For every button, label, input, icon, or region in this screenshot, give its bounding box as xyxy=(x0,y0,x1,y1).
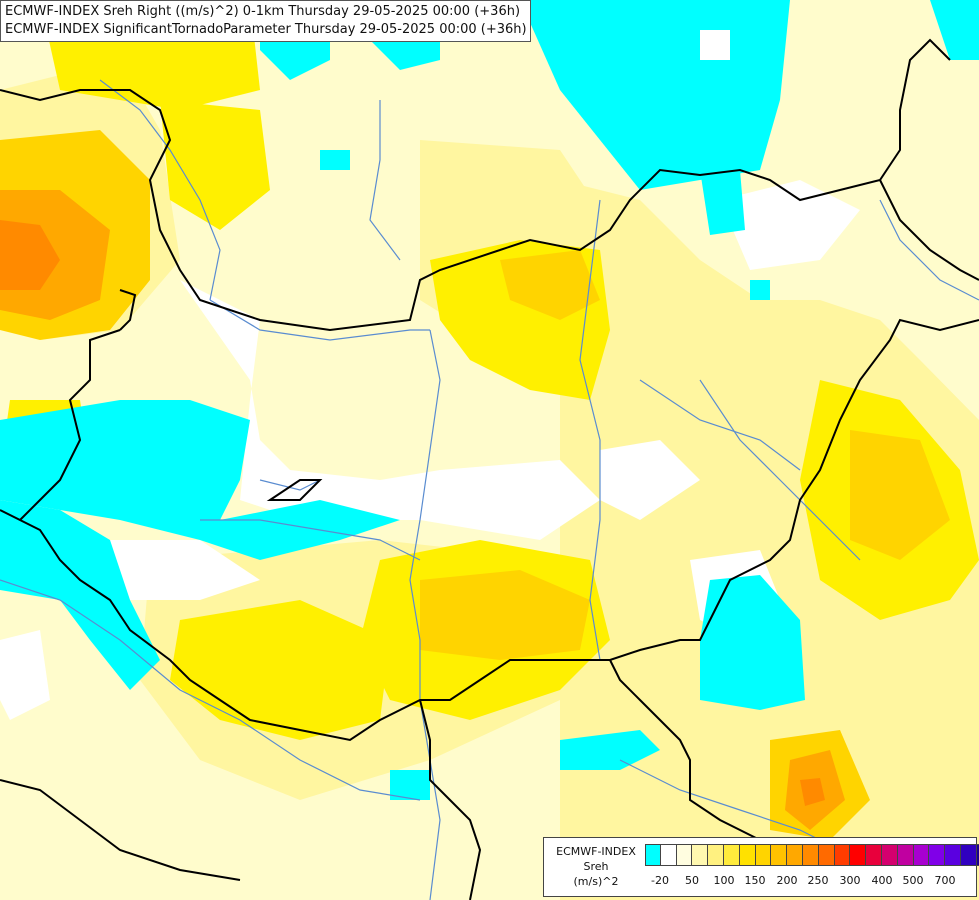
colorbar-swatch xyxy=(818,844,835,866)
colorbar-tick-label: -20 xyxy=(651,874,669,887)
legend-labels: ECMWF-INDEX Sreh (m/s)^2 xyxy=(548,844,644,889)
legend-variable: Sreh xyxy=(583,860,609,873)
legend-unit: (m/s)^2 xyxy=(573,875,619,888)
colorbar-swatch xyxy=(692,844,709,866)
colorbar-swatch xyxy=(834,844,851,866)
colorbar-tick-label: 100 xyxy=(713,874,735,887)
colorbar-legend: ECMWF-INDEX Sreh (m/s)^2 -20 50 100 150 200 2… xyxy=(543,837,979,897)
colorbar-swatch xyxy=(802,844,819,866)
colorbar-swatch xyxy=(976,844,979,866)
colorbar-swatch xyxy=(913,844,930,866)
colorbar-swatch xyxy=(787,844,803,866)
title-line-2: ECMWF-INDEX SignificantTornadoParameter … xyxy=(5,22,527,37)
deep-orange-fields xyxy=(0,220,825,806)
colorbar-swatch xyxy=(755,844,772,866)
colorbar-swatch xyxy=(723,844,740,866)
colorbar-tick-label: 200 xyxy=(776,874,798,887)
colorbar-swatch xyxy=(945,844,961,866)
colorbar-swatch xyxy=(739,844,756,866)
legend-source: ECMWF-INDEX xyxy=(556,845,636,858)
colorbar-swatch xyxy=(881,844,898,866)
colorbar-swatch xyxy=(897,844,914,866)
colorbar-swatch xyxy=(850,844,867,866)
country-borders xyxy=(0,38,979,900)
colorbar-tick-label: 150 xyxy=(744,874,766,887)
cyan-fields xyxy=(0,0,979,800)
colorbar-tick-label: 50 xyxy=(685,874,699,887)
colorbar-swatch xyxy=(676,844,693,866)
map-title-box: ECMWF-INDEX Sreh Right ((m/s)^2) 0-1km T… xyxy=(0,0,531,42)
colorbar-tick-label: 700 xyxy=(934,874,956,887)
colorbar-swatch xyxy=(771,844,788,866)
colorbar-swatches xyxy=(645,844,979,866)
colorbar-swatch xyxy=(645,844,661,866)
colorbar-tick-label: 500 xyxy=(902,874,924,887)
colorbar-tick-label: 300 xyxy=(839,874,861,887)
colorbar-tick-label: 250 xyxy=(807,874,829,887)
colorbar-swatch xyxy=(929,844,946,866)
colorbar-swatch xyxy=(866,844,882,866)
title-line-1: ECMWF-INDEX Sreh Right ((m/s)^2) 0-1km T… xyxy=(5,4,521,19)
colorbar-tick-label: 400 xyxy=(871,874,893,887)
colorbar-swatch xyxy=(660,844,677,866)
colorbar-ticks: -20 50 100 150 200 250 300 400 500 700 xyxy=(645,874,975,890)
colorbar-swatch xyxy=(708,844,724,866)
colorbar-swatch xyxy=(960,844,977,866)
